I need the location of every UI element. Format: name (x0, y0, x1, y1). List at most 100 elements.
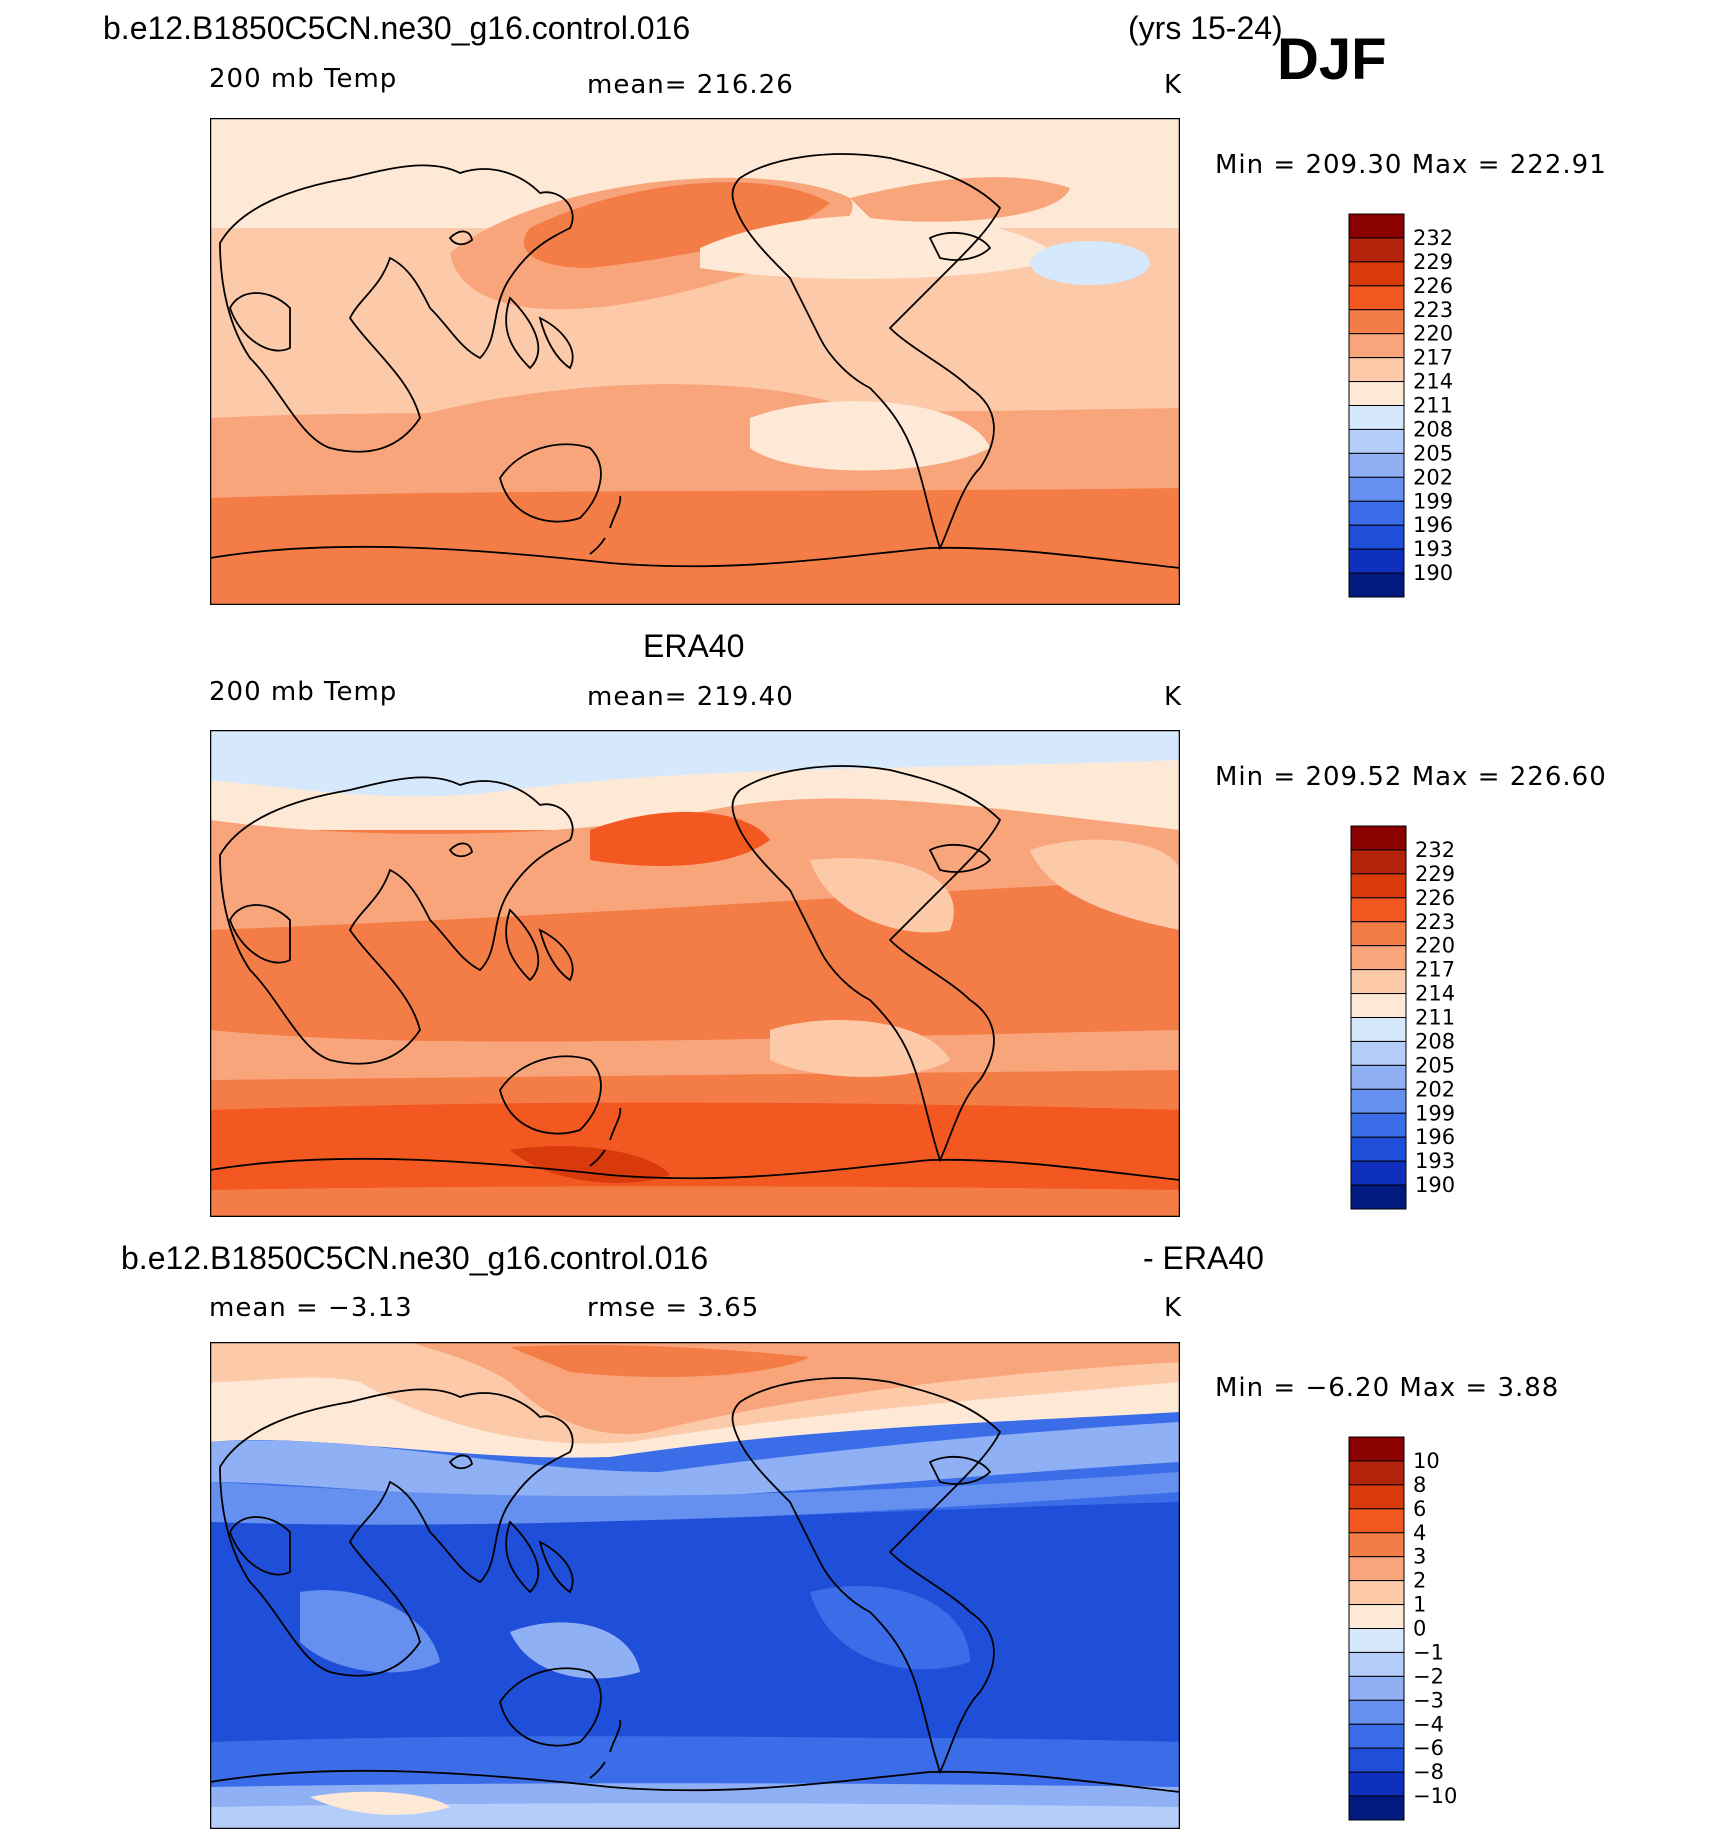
panel2-units: K (1164, 682, 1183, 712)
colorbar-swatch (1348, 1532, 1405, 1558)
colorbar-swatch (1348, 1723, 1405, 1749)
colorbar-label: 211 (1415, 1006, 1455, 1030)
colorbar-swatch (1348, 309, 1405, 335)
colorbar-swatch (1350, 1064, 1407, 1090)
panel3-title-right: - ERA40 (1143, 1240, 1264, 1276)
colorbar-label: 220 (1413, 322, 1453, 346)
colorbar-swatch (1348, 548, 1405, 574)
years-label: (yrs 15-24) (1128, 10, 1283, 46)
colorbar-label: 223 (1413, 298, 1453, 322)
colorbar-label: 193 (1415, 1149, 1455, 1173)
colorbar-swatch (1348, 357, 1405, 383)
colorbar-swatch (1348, 333, 1405, 359)
panel3-minmax: Min = −6.20 Max = 3.88 (1215, 1373, 1560, 1403)
coastlines-2 (210, 765, 1180, 1181)
colorbar-label: 3 (1413, 1545, 1426, 1569)
colorbar-label: 199 (1413, 489, 1453, 513)
colorbar-swatch (1348, 1795, 1405, 1821)
panel1-minmax: Min = 209.30 Max = 222.91 (1215, 150, 1607, 180)
colorbar-swatch (1348, 1556, 1405, 1582)
colorbar-swatch (1348, 1628, 1405, 1653)
colorbar-era40-swatches (1350, 825, 1407, 1210)
colorbar-label: −4 (1413, 1712, 1444, 1736)
colorbar-swatch (1348, 1508, 1405, 1534)
panel3-mean: mean = −3.13 (209, 1293, 413, 1323)
colorbar-label: 196 (1415, 1125, 1455, 1149)
colorbar-label: 190 (1413, 561, 1453, 585)
colorbar-swatch (1350, 1160, 1407, 1186)
panel1-mean: mean= 216.26 (587, 70, 794, 100)
colorbar-label: 220 (1415, 934, 1455, 958)
colorbar-label: 6 (1413, 1497, 1426, 1521)
colorbar-swatch (1348, 1460, 1405, 1486)
colorbar-label: 2 (1413, 1569, 1426, 1593)
colorbar-label: 4 (1413, 1521, 1426, 1545)
colorbar-label: 205 (1413, 441, 1453, 465)
colorbar-label: 214 (1415, 982, 1455, 1006)
panel2-minmax: Min = 209.52 Max = 226.60 (1215, 762, 1607, 792)
colorbar-swatch (1350, 1184, 1407, 1210)
colorbar-label: 211 (1413, 394, 1453, 418)
colorbar-model-labels: 2322292262232202172142112082052021991961… (1413, 226, 1453, 585)
colorbar-swatch (1348, 1699, 1405, 1725)
coastlines-3 (210, 1377, 1180, 1793)
colorbar-swatch (1348, 285, 1405, 311)
panel3-rmse: rmse = 3.65 (587, 1293, 760, 1323)
colorbar-swatch (1350, 1017, 1407, 1042)
colorbar-label: 214 (1413, 370, 1453, 394)
colorbar-swatch (1350, 825, 1407, 851)
colorbar-swatch (1350, 1088, 1407, 1114)
colorbar-swatch (1348, 1675, 1405, 1701)
colorbar-swatch (1348, 381, 1405, 406)
panel3-title-left: b.e12.B1850C5CN.ne30_g16.control.016 (121, 1240, 709, 1276)
colorbar-label: 226 (1413, 274, 1453, 298)
colorbar-swatch (1348, 405, 1405, 430)
colorbar-swatch (1348, 1747, 1405, 1773)
colorbar-swatch (1348, 1771, 1405, 1797)
colorbar-swatch (1348, 572, 1405, 598)
colorbar-label: −8 (1413, 1760, 1444, 1784)
map-panel-difference (210, 1342, 1180, 1829)
colorbar-swatch (1350, 1112, 1407, 1138)
colorbar-swatch (1350, 1136, 1407, 1162)
colorbar-era40-labels: 2322292262232202172142112082052021991961… (1415, 838, 1455, 1197)
colorbar-swatch (1348, 213, 1405, 239)
colorbar-label: 232 (1415, 838, 1455, 862)
panel3-units: K (1164, 1293, 1183, 1323)
panel1-variable: 200 mb Temp (209, 64, 398, 94)
map-panel-era40 (210, 730, 1180, 1217)
colorbar-swatch (1350, 945, 1407, 971)
colorbar-label: 0 (1413, 1617, 1426, 1641)
colorbar-label: −10 (1413, 1784, 1457, 1808)
colorbar-label: −2 (1413, 1664, 1444, 1688)
colorbar-label: −6 (1413, 1736, 1444, 1760)
colorbar-label: 208 (1413, 417, 1453, 441)
colorbar-label: 202 (1415, 1077, 1455, 1101)
colorbar-swatch (1348, 500, 1405, 526)
colorbar-swatch (1348, 1436, 1405, 1462)
colorbar-swatch (1350, 873, 1407, 899)
colorbar-label: −3 (1413, 1688, 1444, 1712)
colorbar-label: 199 (1415, 1101, 1455, 1125)
colorbar-swatch (1350, 921, 1407, 947)
colorbar-label: 223 (1415, 910, 1455, 934)
colorbar-swatch (1348, 1651, 1405, 1677)
colorbar-swatch (1348, 428, 1405, 454)
colorbar-label: 190 (1415, 1173, 1455, 1197)
colorbar-swatch (1348, 1604, 1405, 1629)
panel1-units: K (1164, 70, 1183, 100)
colorbar-swatch (1350, 1040, 1407, 1066)
panel2-variable: 200 mb Temp (209, 677, 398, 707)
colorbar-swatch (1348, 452, 1405, 478)
colorbar-swatch (1350, 993, 1407, 1018)
colorbar-label: 232 (1413, 226, 1453, 250)
colorbar-label: 196 (1413, 513, 1453, 537)
colorbar-model-swatches (1348, 213, 1405, 598)
colorbar-swatch (1348, 524, 1405, 550)
coastlines-1 (210, 153, 1180, 569)
colorbar-label: 205 (1415, 1053, 1455, 1077)
colorbar-label: 193 (1413, 537, 1453, 561)
colorbar-model: 2322292262232202172142112082052021991961… (1348, 213, 1453, 598)
